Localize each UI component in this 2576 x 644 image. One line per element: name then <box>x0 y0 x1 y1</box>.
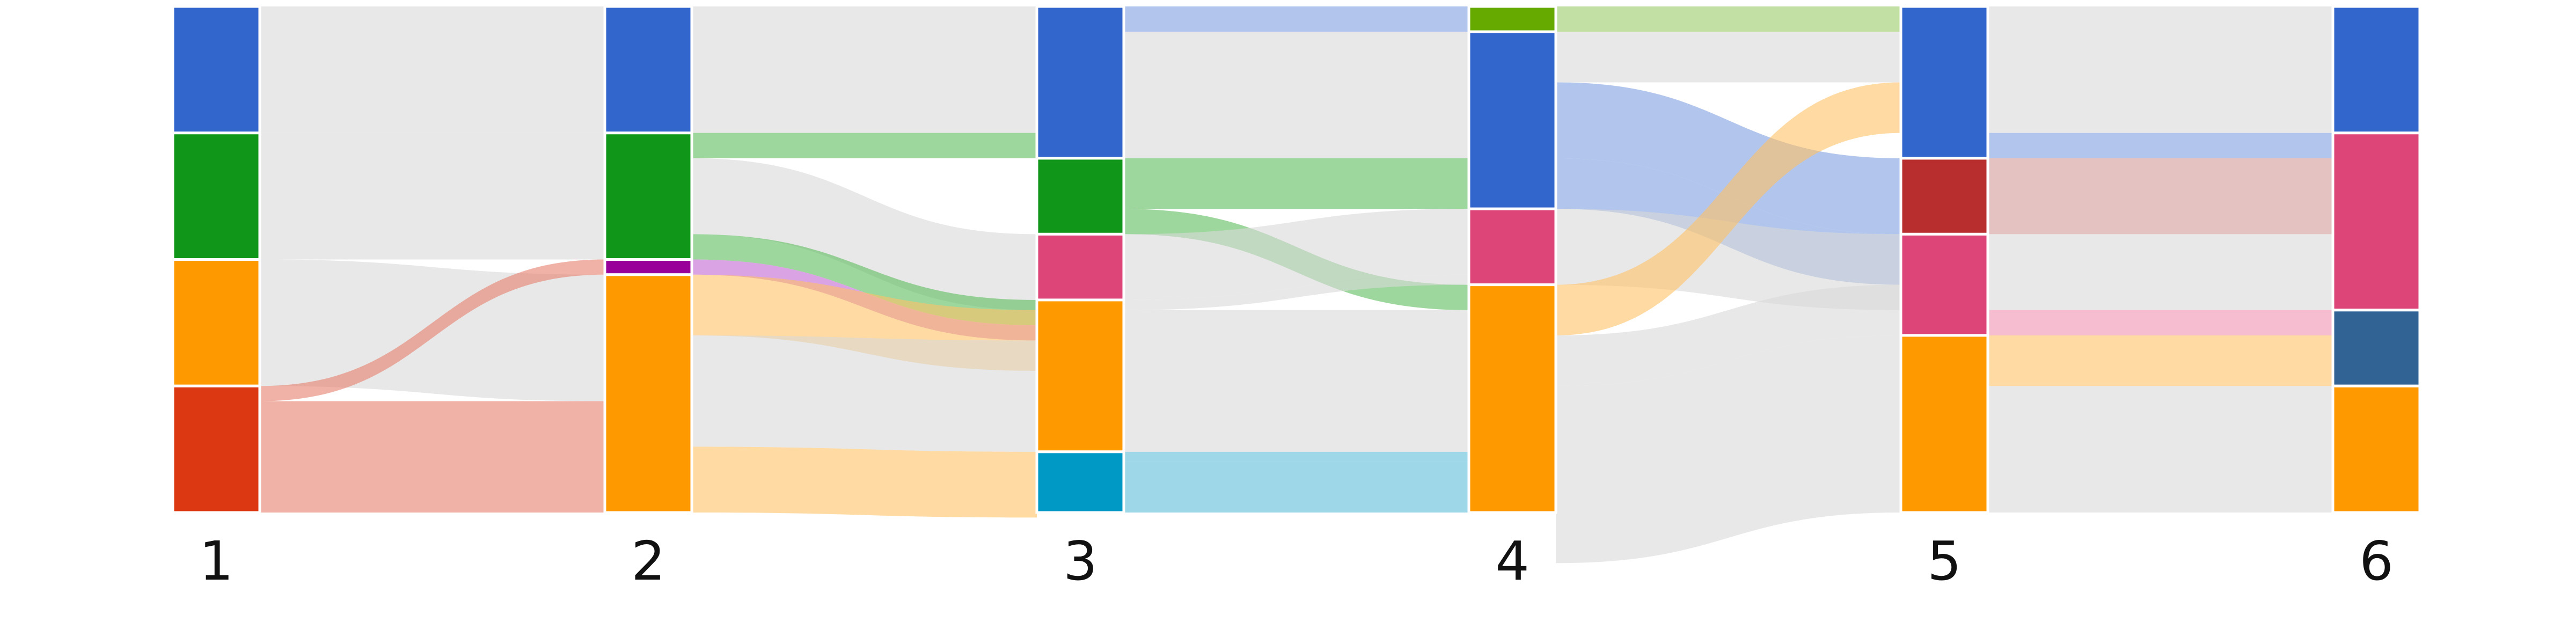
stage-label-6: 6 <box>2359 530 2394 592</box>
node-s2n4 <box>603 273 693 514</box>
node-s6n3 <box>2331 309 2421 387</box>
flow-3-5-to-4-4-20 <box>1124 451 1469 462</box>
node-s2n3 <box>603 258 693 276</box>
stage-tick-labels: 1 2 3 4 5 6 <box>199 530 2394 592</box>
sankey-links <box>260 6 2333 564</box>
flow-2-2-to-3-1-6 <box>692 133 1037 158</box>
flow-5-1-to-6-2-31 <box>1988 133 2333 158</box>
flow-5-4-to-6-4-36 <box>1988 386 2333 513</box>
flow-1-4-to-2-4-4 <box>260 401 605 513</box>
node-s4n2 <box>1467 30 1557 210</box>
flow-1-4-to-2-3-3 <box>260 259 605 401</box>
flow-5-1-to-6-1-30 <box>1988 6 2333 133</box>
sankey-nodes <box>171 5 2421 514</box>
node-s6n4 <box>2331 384 2421 514</box>
flow-4-4-to-5-3-28 <box>1556 284 1901 386</box>
stage-label-3: 3 <box>1063 530 1097 592</box>
node-s3n4 <box>1035 298 1125 453</box>
flow-2-2-to-3-3-7 <box>692 158 1037 310</box>
stage-label-1: 1 <box>199 530 233 592</box>
node-s1n4 <box>171 384 261 514</box>
node-s1n1 <box>171 5 261 135</box>
node-s5n3 <box>1899 232 1989 337</box>
node-s5n1 <box>1899 5 1989 160</box>
node-s1n3 <box>171 258 261 387</box>
flow-4-2-to-5-1-23 <box>1556 32 1901 83</box>
flow-5-3-to-6-2-33 <box>1988 234 2333 310</box>
stage-label-4: 4 <box>1495 530 1529 592</box>
flow-1-2-to-2-2-1 <box>260 133 605 260</box>
node-s3n1 <box>1035 5 1125 160</box>
flow-5-4-to-6-3-35 <box>1988 335 2333 386</box>
node-s4n4 <box>1467 283 1557 514</box>
flow-3-2-to-4-2-15 <box>1124 158 1469 209</box>
flow-4-2-to-5-2-24 <box>1556 82 1901 235</box>
node-s5n4 <box>1899 334 1989 514</box>
node-s4n3 <box>1467 207 1557 287</box>
flow-3-3-to-4-3-17 <box>1124 209 1469 300</box>
flow-3-1-to-4-1-13 <box>1124 6 1469 32</box>
flow-3-5-to-4-4-21 <box>1124 462 1469 513</box>
stage-label-2: 2 <box>631 530 665 592</box>
flow-3-1-to-4-2-14 <box>1124 32 1469 158</box>
flow-2-2-to-3-4-8 <box>692 234 1037 326</box>
flow-3-4-to-4-4-19 <box>1124 310 1469 452</box>
flow-4-4-to-5-1-27 <box>1556 82 1901 335</box>
flow-5-2-to-6-2-32 <box>1988 158 2333 235</box>
flow-3-4-to-4-3-18 <box>1124 274 1469 310</box>
node-s2n2 <box>603 131 693 261</box>
flow-2-4-to-3-4-11 <box>692 335 1037 452</box>
node-s3n3 <box>1035 232 1125 302</box>
node-s6n1 <box>2331 5 2421 135</box>
node-s6n2 <box>2331 131 2421 312</box>
node-s3n5 <box>1035 450 1125 514</box>
flow-1-1-to-2-1-0 <box>260 6 605 133</box>
node-s1n2 <box>171 131 261 261</box>
flow-4-4-to-5-4-29 <box>1556 335 1901 564</box>
flow-2-1-to-3-1-5 <box>692 6 1037 133</box>
node-s2n1 <box>603 5 693 135</box>
node-s4n1 <box>1467 5 1557 33</box>
stage-label-5: 5 <box>1927 530 1962 592</box>
node-s3n2 <box>1035 157 1125 236</box>
node-s5n2 <box>1899 157 1989 236</box>
flow-5-3-to-6-3-34 <box>1988 310 2333 335</box>
flow-2-4-to-3-5-12 <box>692 447 1037 518</box>
flow-4-1-to-5-1-22 <box>1556 6 1901 32</box>
